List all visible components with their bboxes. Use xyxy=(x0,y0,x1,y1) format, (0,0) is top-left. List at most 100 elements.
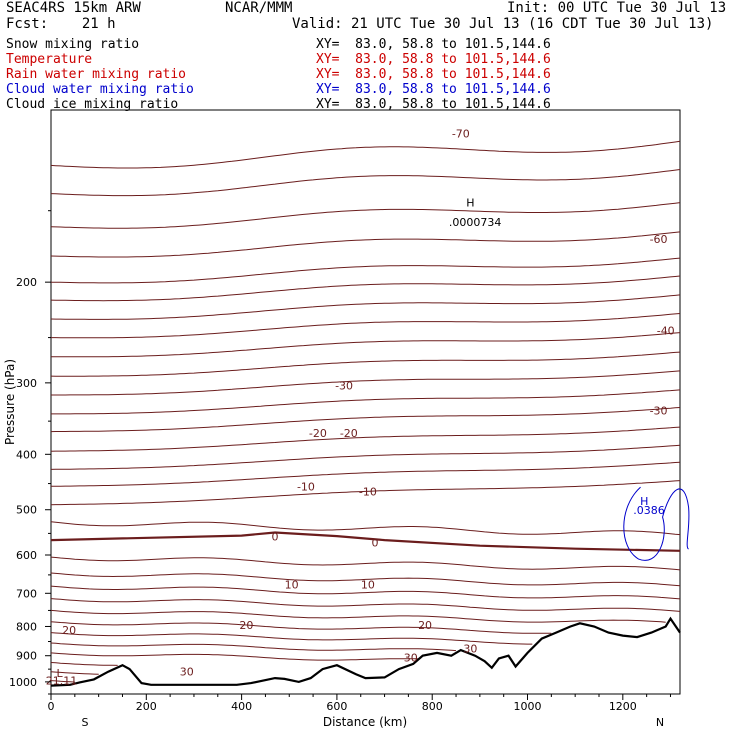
isotherm-line xyxy=(50,621,552,634)
isotherm-label: -20 xyxy=(340,427,358,440)
field-name-cloud-water: Cloud water mixing ratio xyxy=(6,82,194,97)
isotherm-line xyxy=(50,426,681,452)
isotherm-label: 30 xyxy=(404,652,418,665)
extremum-label: H xyxy=(466,196,474,209)
isotherm-line xyxy=(50,461,681,487)
y-tick-label: 900 xyxy=(16,650,37,663)
y-axis: 200 300 400 500 600 700 800 900 1000 xyxy=(9,210,51,695)
field-name-cloud-ice: Cloud ice mixing ratio xyxy=(6,97,179,112)
isotherm-line xyxy=(50,294,681,320)
y-tick-label: 200 xyxy=(16,276,37,289)
isotherm-line xyxy=(51,332,681,358)
extremum-label: 21.11 xyxy=(46,675,78,688)
isotherm-line xyxy=(50,407,681,433)
isotherm-label: -30 xyxy=(335,379,353,392)
isotherm-label: -70 xyxy=(452,128,470,141)
isotherm-line xyxy=(50,642,457,652)
isotherm-label: 10 xyxy=(285,579,299,592)
contour-labels: -70 -60 -40 -30 -30 -20 -20 -10 -10 0 0 10 10 20 20 20 3… xyxy=(46,128,675,688)
x-tick-label: 0 xyxy=(48,700,55,713)
extremum-label: .0000734 xyxy=(449,216,502,229)
isotherm-label: 30 xyxy=(463,643,477,656)
y-tick-label: 700 xyxy=(16,587,37,600)
isotherm-line xyxy=(51,313,681,339)
isotherm-line xyxy=(50,231,681,258)
isotherm-label: 30 xyxy=(180,666,194,679)
x-tick-label: 1200 xyxy=(609,700,637,713)
field-xy-cloud-water: XY= 83.0, 58.8 to 101.5,144.6 xyxy=(316,82,551,97)
y-tick-label: 1000 xyxy=(9,676,37,689)
plot-frame xyxy=(50,109,681,695)
temperature-contours xyxy=(50,140,681,683)
isotherm-line xyxy=(51,370,681,396)
isotherm-line xyxy=(50,680,75,683)
isotherm-line xyxy=(50,598,681,612)
isotherm-line xyxy=(50,609,666,623)
field-xy-snow: XY= 83.0, 58.8 to 101.5,144.6 xyxy=(316,37,551,52)
isotherm-label: 0 xyxy=(271,531,278,544)
isotherm-line xyxy=(50,632,533,645)
isotherm-line xyxy=(50,275,681,302)
isotherm-label: -40 xyxy=(657,325,675,338)
isotherm-line xyxy=(50,671,99,675)
extremum-label: .0386 xyxy=(633,504,665,517)
y-axis-title: Pressure (hPa) xyxy=(3,359,17,445)
extremum-label: L xyxy=(57,667,64,680)
isotherm-label: -10 xyxy=(359,486,377,499)
x-tick-label: 200 xyxy=(136,700,157,713)
isotherm-label: 20 xyxy=(239,619,253,632)
valid-time: Valid: 21 UTC Tue 30 Jul 13 (16 CDT Tue … xyxy=(292,16,714,32)
isotherm-label: -30 xyxy=(650,404,668,417)
y-tick-label: 400 xyxy=(16,448,37,461)
center-label: NCAR/MMM xyxy=(225,0,293,16)
isotherm-label: 20 xyxy=(418,619,432,632)
isotherm-label: 0 xyxy=(372,536,379,549)
isotherm-line xyxy=(51,257,681,284)
isotherm-line xyxy=(50,556,681,571)
terrain-line xyxy=(50,616,681,687)
isotherm-line xyxy=(50,585,681,600)
y-tick-label: 600 xyxy=(16,549,37,562)
isotherm-line xyxy=(50,169,681,197)
x-tick-label: 1000 xyxy=(514,700,542,713)
field-name-temperature: Temperature xyxy=(6,52,93,67)
x-axis: 0 200 400 600 800 1000 1200 S N xyxy=(48,694,671,729)
isotherm-line xyxy=(50,521,681,536)
isotherm-label: 10 xyxy=(361,579,375,592)
terrain-group xyxy=(50,616,681,687)
isotherm-line xyxy=(50,444,681,470)
x-axis-title: Distance (km) xyxy=(323,715,407,729)
field-xy-rain: XY= 83.0, 58.8 to 101.5,144.6 xyxy=(316,67,551,82)
cloud-water-contour xyxy=(623,486,690,561)
isotherm-label: -20 xyxy=(309,427,327,440)
isotherm-line xyxy=(50,480,681,506)
isotherm-line xyxy=(50,140,681,169)
isotherm-label: -10 xyxy=(297,480,315,493)
freezing-level-line xyxy=(50,531,681,552)
field-xy-cloud-ice: XY= 83.0, 58.8 to 101.5,144.6 xyxy=(316,97,551,112)
x-tick-label: 800 xyxy=(422,700,443,713)
model-title: SEAC4RS 15km ARW xyxy=(6,0,141,16)
x-tick-label: 600 xyxy=(326,700,347,713)
isotherm-line xyxy=(50,572,681,587)
y-tick-label: 500 xyxy=(16,504,37,517)
x-end-label-north: N xyxy=(656,716,664,729)
x-tick-label: 400 xyxy=(231,700,252,713)
isotherm-line xyxy=(50,652,418,661)
isotherm-line xyxy=(51,389,681,415)
field-name-snow: Snow mixing ratio xyxy=(6,37,140,52)
isotherm-line xyxy=(50,351,681,377)
isotherm-line xyxy=(50,202,681,229)
field-name-rain: Rain water mixing ratio xyxy=(6,67,187,82)
init-time: Init: 00 UTC Tue 30 Jul 13 xyxy=(507,0,727,16)
y-tick-label: 300 xyxy=(16,377,37,390)
isotherm-line xyxy=(50,662,118,666)
x-end-label-south: S xyxy=(82,716,89,729)
y-tick-label: 800 xyxy=(16,620,37,633)
cloud-water-line xyxy=(623,486,690,561)
extremum-label: H xyxy=(640,495,648,508)
field-xy-temperature: XY= 83.0, 58.8 to 101.5,144.6 xyxy=(316,52,551,67)
isotherm-label: 20 xyxy=(62,624,76,637)
